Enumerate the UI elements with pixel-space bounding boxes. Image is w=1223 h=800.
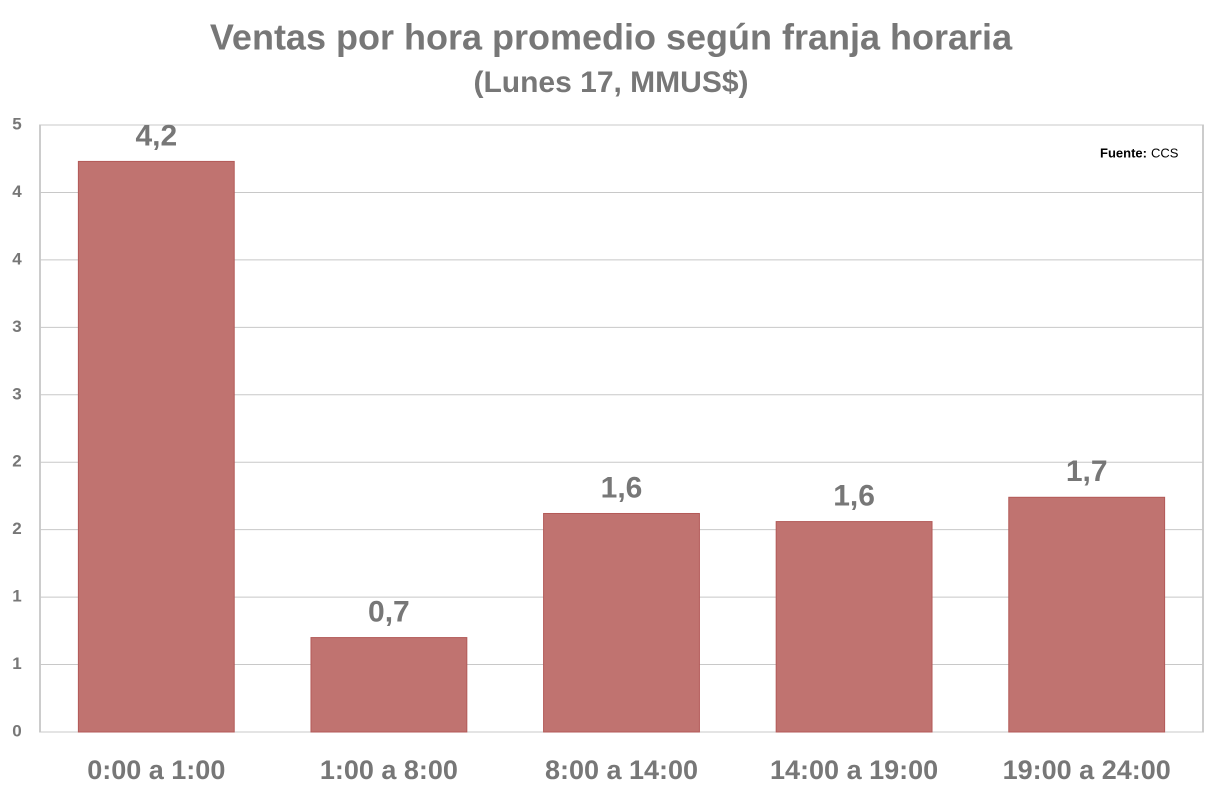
value-label: 0,7	[368, 595, 410, 628]
x-tick-label: 19:00 a 24:00	[1003, 755, 1171, 785]
y-tick-label: 2	[12, 519, 21, 538]
value-label: 1,6	[833, 479, 875, 512]
y-tick-label: 3	[12, 384, 21, 403]
value-label: 1,7	[1066, 455, 1108, 488]
source-label: Fuente:	[1100, 145, 1147, 160]
x-tick-label: 0:00 a 1:00	[87, 755, 225, 785]
y-tick-label: 5	[12, 114, 21, 133]
value-label: 1,6	[601, 471, 643, 504]
y-tick-label: 3	[12, 317, 21, 336]
y-tick-label: 4	[12, 249, 22, 268]
y-tick-label: 1	[12, 587, 21, 606]
y-tick-label: 1	[12, 654, 21, 673]
y-tick-label: 4	[12, 182, 22, 201]
x-tick-label: 8:00 a 14:00	[545, 755, 698, 785]
y-tick-label: 0	[12, 721, 21, 740]
chart-subtitle: (Lunes 17, MMUS$)	[473, 66, 748, 99]
bar	[775, 521, 933, 733]
y-tick-label: 2	[12, 452, 21, 471]
bar	[1008, 496, 1166, 733]
value-label: 4,2	[135, 119, 177, 152]
bar	[310, 637, 468, 733]
bar	[543, 512, 700, 733]
x-tick-label: 14:00 a 19:00	[770, 755, 938, 785]
bar	[77, 160, 235, 733]
source: CCS	[1151, 145, 1179, 160]
chart-title: Ventas por hora promedio según franja ho…	[210, 17, 1013, 58]
x-tick-label: 1:00 a 8:00	[320, 755, 458, 785]
